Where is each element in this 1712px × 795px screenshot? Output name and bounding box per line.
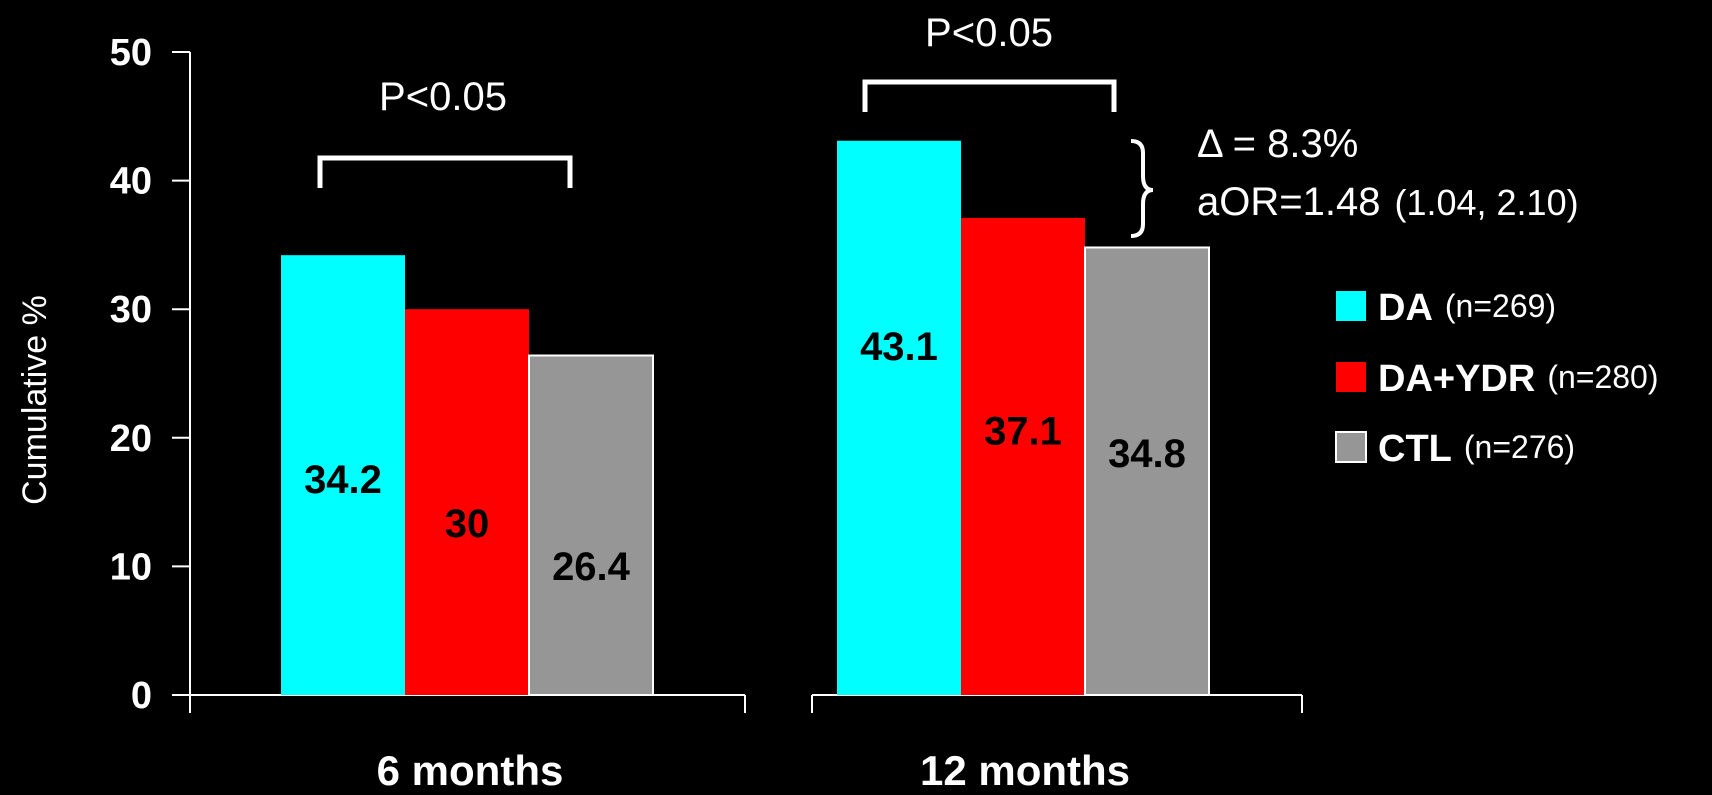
y-tick-label: 20 bbox=[110, 418, 152, 460]
legend-item: DA+YDR (n=280) bbox=[1336, 358, 1659, 400]
y-tick-label: 10 bbox=[110, 546, 152, 588]
category-labels: 6 months 12 months bbox=[377, 747, 1130, 794]
aor-value: aOR=1.48 bbox=[1197, 180, 1380, 224]
y-tick-label: 30 bbox=[110, 289, 152, 331]
legend-label: DA bbox=[1378, 287, 1433, 329]
legend-swatch bbox=[1336, 362, 1366, 392]
bar-ctl-6-months bbox=[528, 354, 654, 696]
aor-annotation: aOR=1.48 (1.04, 2.10) bbox=[1197, 180, 1579, 224]
legend-swatch bbox=[1336, 291, 1366, 321]
category-label: 12 months bbox=[920, 747, 1130, 794]
legend-swatch bbox=[1335, 431, 1367, 463]
delta-annotation: Δ = 8.3% bbox=[1197, 122, 1358, 166]
bar-ctl-12-months bbox=[1084, 246, 1210, 697]
legend-label: DA+YDR bbox=[1378, 358, 1535, 400]
significance-bracket-6-months bbox=[317, 155, 573, 188]
pvalue-6-months: P<0.05 bbox=[379, 75, 507, 119]
bars bbox=[281, 140, 1210, 697]
bar-da-ydr-12-months bbox=[961, 217, 1085, 696]
aor-ci: (1.04, 2.10) bbox=[1394, 182, 1578, 223]
legend: DA (n=269) DA+YDR (n=280) CTL (n=276) bbox=[1335, 287, 1659, 470]
category-label: 6 months bbox=[377, 747, 564, 794]
data-label: 43.1 bbox=[860, 325, 938, 369]
y-axis-label: Cumulative % bbox=[16, 295, 54, 505]
bar-da-12-months bbox=[837, 140, 961, 695]
y-tick-labels: 0 10 20 30 40 50 bbox=[110, 32, 152, 717]
pvalue-12-months: P<0.05 bbox=[925, 11, 1053, 55]
legend-item: DA (n=269) bbox=[1336, 287, 1556, 329]
legend-count: (n=280) bbox=[1547, 359, 1658, 395]
legend-count: (n=269) bbox=[1445, 288, 1556, 324]
data-label: 34.2 bbox=[304, 458, 382, 502]
y-tick-label: 40 bbox=[110, 161, 152, 203]
bar-da-6-months bbox=[281, 255, 405, 696]
data-label: 30 bbox=[445, 502, 490, 546]
significance-bracket-12-months bbox=[862, 79, 1117, 112]
legend-label: CTL bbox=[1378, 428, 1452, 470]
data-label: 37.1 bbox=[984, 409, 1062, 453]
curly-brace-icon bbox=[1130, 139, 1154, 238]
data-labels: 34.2 30 26.4 43.1 37.1 34.8 bbox=[304, 325, 1186, 589]
legend-count: (n=276) bbox=[1464, 429, 1575, 465]
bar-da-ydr-6-months bbox=[405, 309, 529, 695]
legend-item: CTL (n=276) bbox=[1335, 428, 1575, 470]
y-tick-label: 50 bbox=[110, 32, 152, 74]
data-label: 26.4 bbox=[552, 545, 631, 589]
data-label: 34.8 bbox=[1108, 432, 1186, 476]
y-tick-label: 0 bbox=[131, 675, 152, 717]
